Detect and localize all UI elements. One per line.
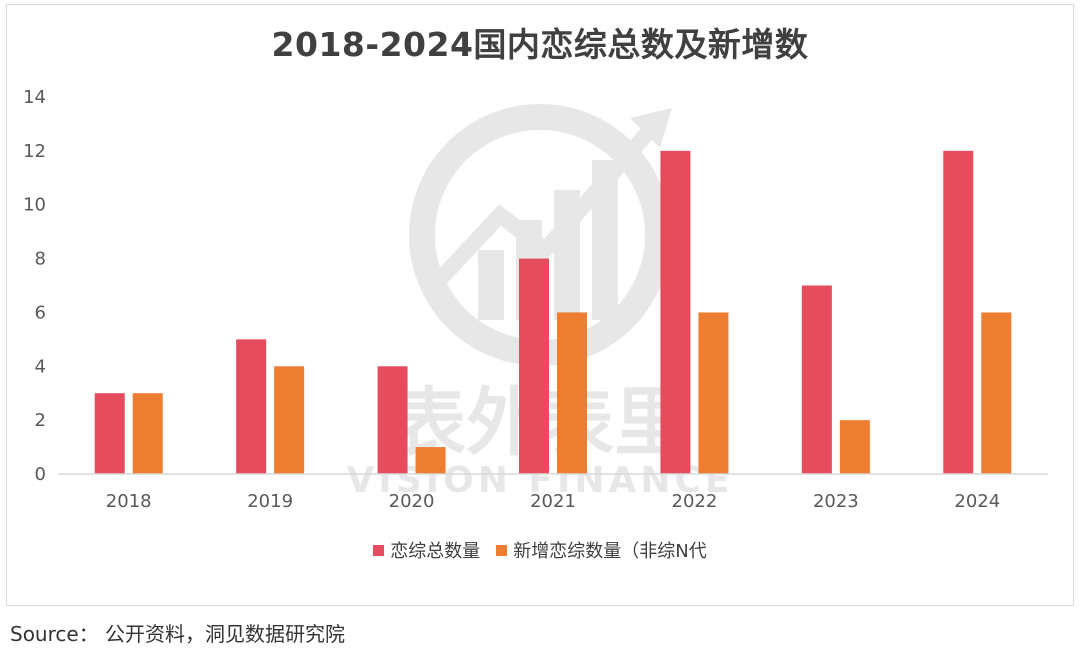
bar-new-2022 <box>698 312 729 474</box>
y-tick-label: 2 <box>35 410 46 431</box>
bar-total-2024 <box>943 150 974 474</box>
legend-label: 新增恋综数量（非综N代 <box>513 541 707 562</box>
x-tick-label: 2021 <box>530 491 576 512</box>
legend-swatch <box>496 544 508 556</box>
y-tick-label: 12 <box>23 141 46 162</box>
bar-new-2024 <box>981 312 1012 474</box>
x-axis: 2018 2019 2020 2021 2022 2023 2024 <box>58 473 1048 512</box>
y-tick-label: 6 <box>35 302 46 323</box>
x-tick-label: 2022 <box>672 491 718 512</box>
bar-total-2020 <box>377 366 408 474</box>
y-tick-label: 4 <box>35 356 46 377</box>
x-tick-label: 2023 <box>813 491 859 512</box>
bar-new-2020 <box>415 447 446 474</box>
bar-total-2022 <box>660 150 691 474</box>
y-tick-label: 8 <box>35 249 46 270</box>
source-note: Source： 公开资料，洞见数据研究院 <box>10 622 346 646</box>
legend-item-new: 新增恋综数量（非综N代 <box>496 537 707 563</box>
bars <box>94 150 1012 474</box>
y-tick-label: 14 <box>23 87 46 108</box>
y-tick-label: 10 <box>23 195 46 216</box>
x-tick-label: 2018 <box>106 491 152 512</box>
bar-total-2023 <box>801 285 832 474</box>
bar-total-2019 <box>236 339 267 474</box>
bar-total-2018 <box>94 393 125 474</box>
x-tick-label: 2019 <box>247 491 293 512</box>
legend-swatch <box>373 544 385 556</box>
bar-new-2018 <box>132 393 163 474</box>
legend-item-total: 恋综总数量 <box>373 537 480 563</box>
y-tick-label: 0 <box>35 464 46 485</box>
y-axis: 0 2 4 6 8 10 12 14 <box>23 87 46 485</box>
legend: 恋综总数量 新增恋综数量（非综N代 <box>0 537 1080 563</box>
bar-new-2019 <box>274 366 305 474</box>
legend-label: 恋综总数量 <box>390 541 481 562</box>
bar-total-2021 <box>519 258 549 474</box>
x-tick-label: 2024 <box>954 491 1000 512</box>
chart-title: 2018-2024国内恋综总数及新增数 <box>271 25 809 64</box>
bar-new-2021 <box>557 312 587 474</box>
bar-new-2023 <box>839 420 870 474</box>
x-tick-label: 2020 <box>389 491 435 512</box>
